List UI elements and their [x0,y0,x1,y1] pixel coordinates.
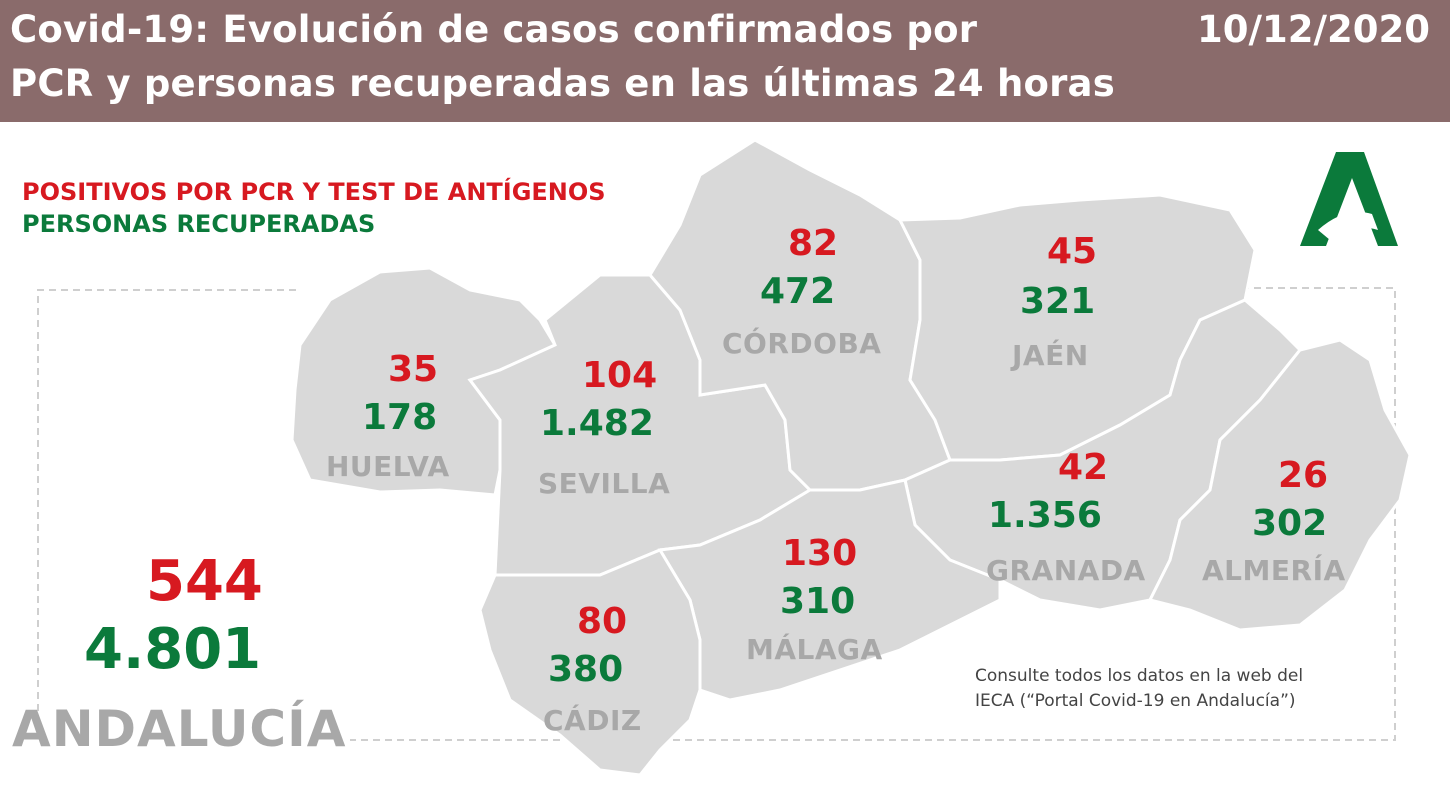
granada-label: GRANADA [986,554,1146,587]
title-line-1: Covid-19: Evolución de casos confirmados… [10,8,978,51]
andalucia-label: ANDALUCÍA [12,700,347,758]
cordoba-recovered: 472 [760,271,836,312]
cadiz-label: CÁDIZ [543,704,642,737]
junta-andalucia-logo [1300,152,1398,246]
title-line-2: PCR y personas recuperadas en las última… [10,62,1115,105]
report-date: 10/12/2020 [1197,8,1430,51]
jaen-recovered: 321 [1020,281,1096,322]
malaga-recovered: 310 [780,581,856,622]
huelva-positives: 35 [388,349,439,390]
legend-positives: POSITIVOS POR PCR Y TEST DE ANTÍGENOS [22,178,606,206]
granada-recovered: 1.356 [988,495,1102,536]
sevilla-positives: 104 [582,355,658,396]
legend-recovered: PERSONAS RECUPERADAS [22,210,376,238]
province-cadiz [478,548,702,777]
huelva-label: HUELVA [326,450,450,483]
sevilla-recovered: 1.482 [540,403,654,444]
huelva-recovered: 178 [362,397,438,438]
jaen-positives: 45 [1047,231,1098,272]
malaga-positives: 130 [782,533,858,574]
almeria-label: ALMERÍA [1202,554,1346,587]
ieca-footnote: Consulte todos los datos en la web del I… [975,664,1395,714]
header-bar: Covid-19: Evolución de casos confirmados… [0,0,1450,122]
almeria-positives: 26 [1278,455,1329,496]
andalucia-total-recovered: 4.801 [84,617,262,682]
malaga-label: MÁLAGA [746,633,883,666]
granada-positives: 42 [1058,447,1109,488]
cordoba-positives: 82 [788,223,839,264]
jaen-label: JAÉN [1012,339,1089,372]
cordoba-label: CÓRDOBA [722,327,882,360]
sevilla-label: SEVILLA [538,467,671,500]
dashed-frame [37,287,1396,741]
province-almeria [1147,338,1412,632]
cadiz-recovered: 380 [548,649,624,690]
almeria-recovered: 302 [1252,503,1328,544]
andalucia-total-positives: 544 [146,549,263,614]
footnote-line-2: IECA (“Portal Covid-19 en Andalucía”) [975,691,1296,711]
footnote-line-1: Consulte todos los datos en la web del [975,666,1304,686]
cadiz-positives: 80 [577,601,628,642]
